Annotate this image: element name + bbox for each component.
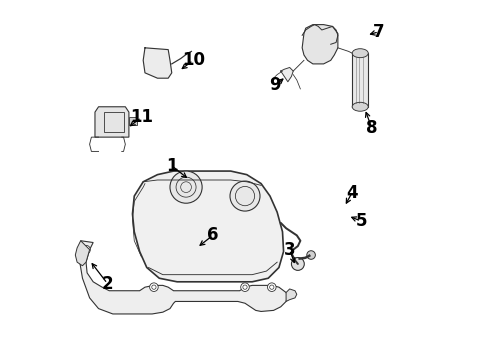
- Text: 11: 11: [130, 108, 153, 126]
- Circle shape: [268, 283, 276, 292]
- Bar: [104, 112, 123, 132]
- Text: 10: 10: [182, 51, 205, 69]
- Circle shape: [292, 257, 304, 270]
- Circle shape: [230, 181, 260, 211]
- Polygon shape: [143, 48, 172, 78]
- Text: 1: 1: [166, 157, 177, 175]
- Text: 6: 6: [207, 226, 219, 244]
- Polygon shape: [132, 171, 284, 282]
- Circle shape: [149, 283, 158, 292]
- Bar: [129, 117, 137, 125]
- Text: 4: 4: [346, 184, 358, 202]
- Polygon shape: [286, 289, 297, 301]
- Text: 3: 3: [284, 240, 295, 258]
- Text: 2: 2: [101, 275, 113, 293]
- Polygon shape: [75, 241, 90, 266]
- Circle shape: [82, 246, 90, 254]
- Circle shape: [170, 171, 202, 203]
- Text: 8: 8: [366, 119, 378, 137]
- Ellipse shape: [352, 102, 368, 111]
- Text: 7: 7: [373, 23, 385, 41]
- Polygon shape: [281, 67, 293, 82]
- Circle shape: [241, 283, 249, 292]
- Polygon shape: [302, 24, 338, 64]
- Circle shape: [307, 251, 316, 259]
- Polygon shape: [79, 241, 288, 314]
- Polygon shape: [95, 107, 129, 137]
- Text: 9: 9: [270, 76, 281, 94]
- Bar: [352, 53, 368, 107]
- Text: 5: 5: [355, 212, 367, 230]
- Ellipse shape: [352, 49, 368, 58]
